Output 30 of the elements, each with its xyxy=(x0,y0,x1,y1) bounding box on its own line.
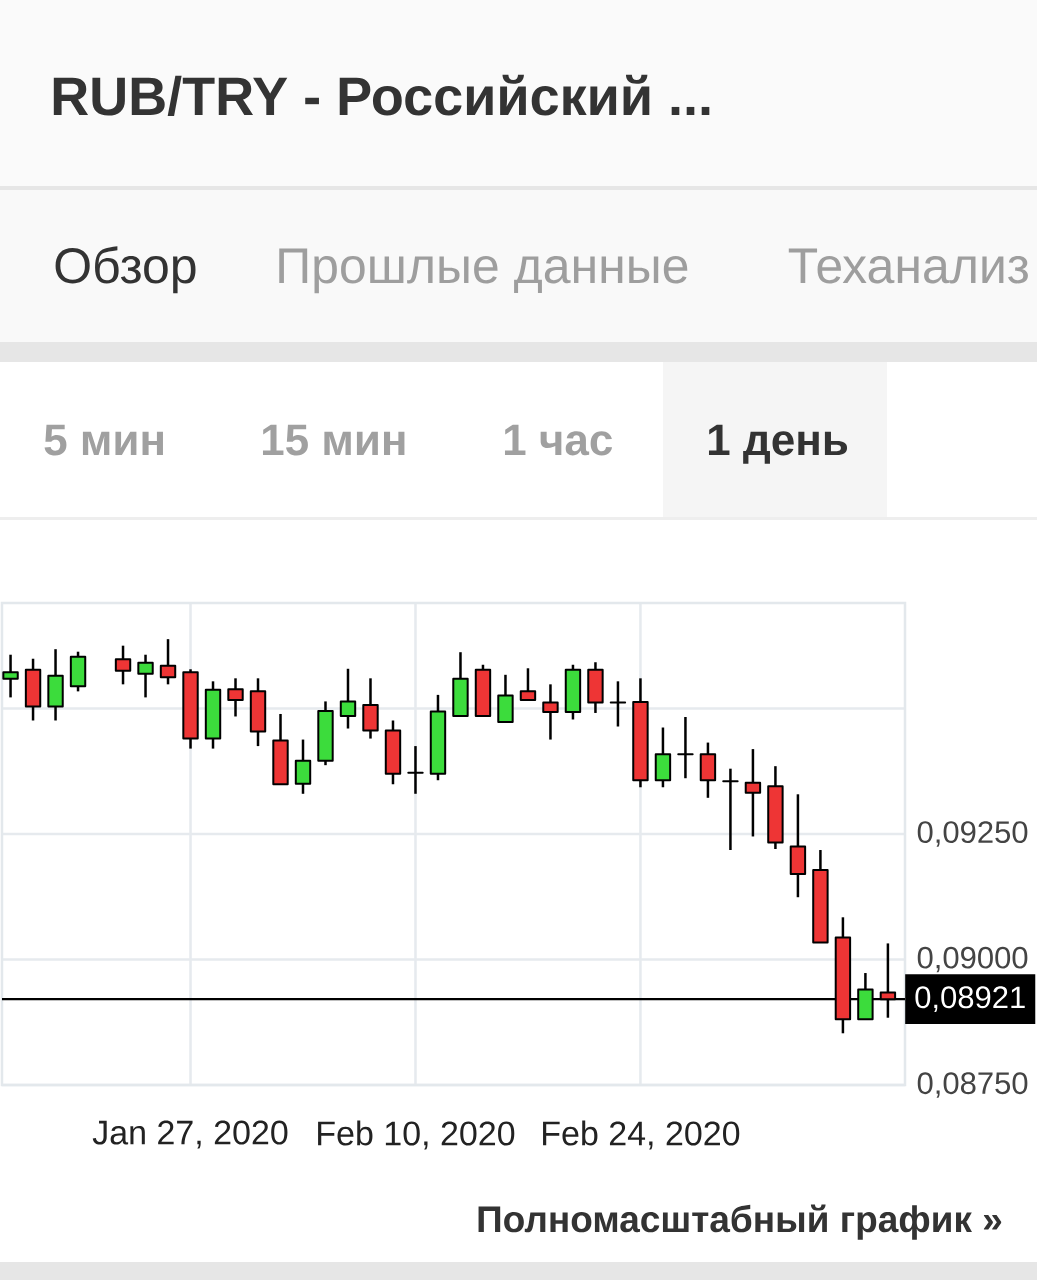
x-tick-label: Jan 27, 2020 xyxy=(92,1120,288,1149)
candlestick xyxy=(609,680,627,728)
candlestick xyxy=(677,715,694,780)
x-tick-label: Feb 24, 2020 xyxy=(543,1120,740,1150)
candlestick xyxy=(744,747,762,838)
candlestick xyxy=(294,738,312,796)
text: Теханализ xyxy=(788,248,1028,284)
text: Полномасштабный график » xyxy=(478,1204,1002,1240)
y-tick-label: 0,09000 xyxy=(917,946,1028,973)
text: Прошлые данные xyxy=(279,248,688,294)
x-tick-label: Feb 10, 2020 xyxy=(318,1120,515,1150)
ref-line-label: 0,08921 xyxy=(915,986,1025,1012)
text: 1 день xyxy=(708,424,848,464)
candlestick xyxy=(227,677,244,718)
y-tick-label: 0,08750 xyxy=(917,1072,1028,1098)
candlestick xyxy=(159,637,177,686)
candlestick xyxy=(519,667,537,702)
candlestick xyxy=(114,644,132,686)
text: 5 мин xyxy=(44,424,163,456)
text: 15 мин xyxy=(262,424,405,456)
candlestick xyxy=(542,683,559,741)
chart-title: RUB/TRY - Российский ... xyxy=(53,74,710,117)
text: 1 час xyxy=(504,424,613,456)
y-tick-label: 0,09250 xyxy=(917,821,1028,847)
candlestick xyxy=(137,653,154,699)
candlestick xyxy=(407,744,424,796)
candlestick xyxy=(339,667,357,730)
candlestick xyxy=(2,653,19,699)
text: Обзор xyxy=(55,246,196,294)
candlestick xyxy=(722,767,739,852)
